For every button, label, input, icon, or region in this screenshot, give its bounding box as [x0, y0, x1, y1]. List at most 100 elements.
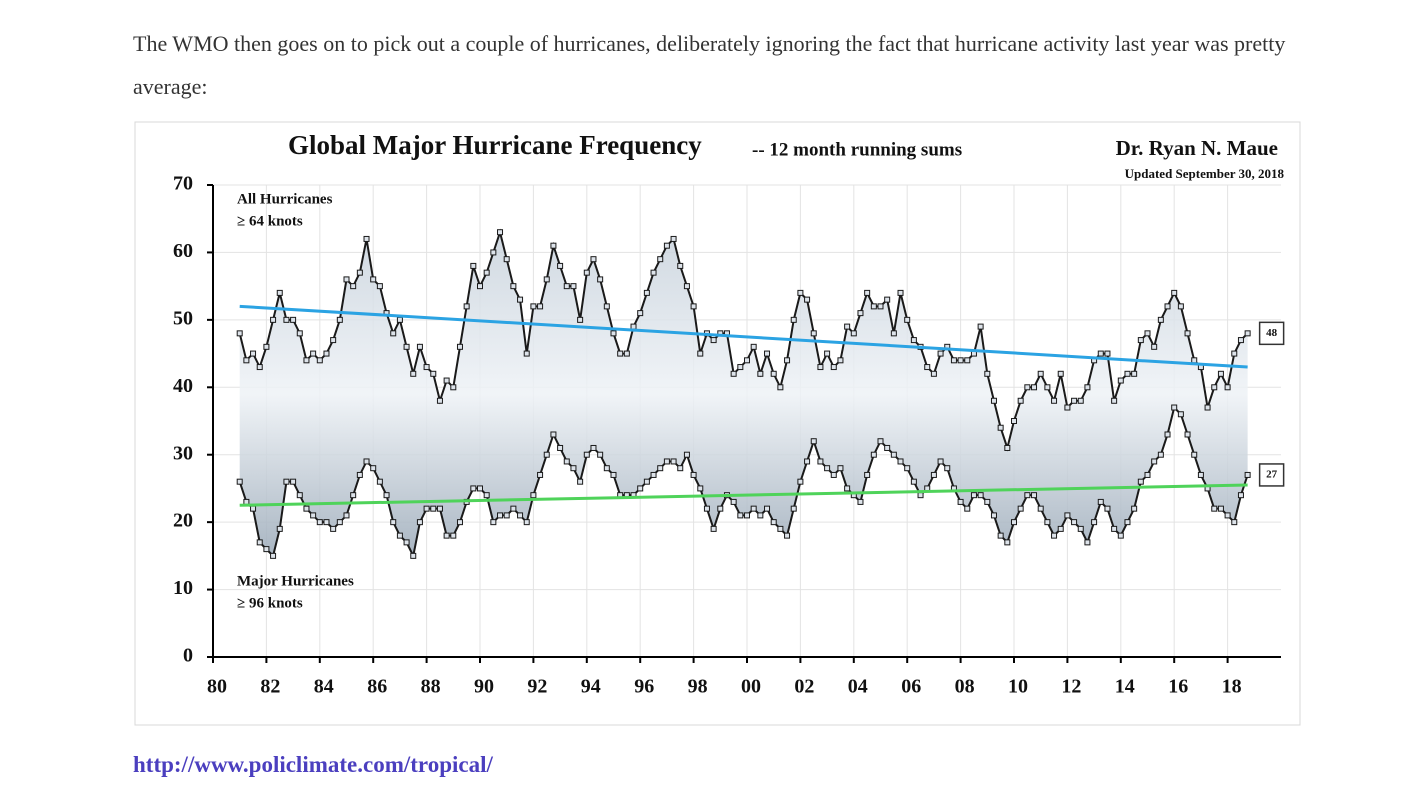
point-marker	[757, 370, 764, 377]
x-tick-label: 86	[367, 676, 387, 698]
point-marker	[810, 438, 817, 445]
point-marker	[316, 519, 323, 526]
point-marker	[250, 350, 257, 357]
point-marker	[310, 512, 317, 519]
point-marker	[930, 471, 937, 478]
source-link[interactable]: http://www.policlimate.com/tropical/	[133, 752, 493, 777]
point-marker	[770, 519, 777, 526]
point-marker	[310, 350, 317, 357]
x-tick-label: 10	[1008, 676, 1028, 698]
point-marker	[416, 519, 423, 526]
point-marker	[1211, 505, 1218, 512]
x-tick-label: 82	[260, 676, 280, 698]
point-marker	[750, 343, 757, 350]
point-marker	[263, 546, 270, 553]
point-marker	[1157, 451, 1164, 458]
point-marker	[370, 465, 377, 472]
point-marker	[650, 269, 657, 276]
point-marker	[356, 269, 363, 276]
point-marker	[283, 316, 290, 323]
point-marker	[483, 269, 490, 276]
point-marker	[977, 492, 984, 499]
x-tick-label: 16	[1168, 676, 1188, 698]
point-marker	[1091, 519, 1098, 526]
point-marker	[450, 532, 457, 539]
point-marker	[830, 364, 837, 371]
point-marker	[590, 444, 597, 451]
y-tick-label: 0	[183, 645, 193, 667]
point-marker	[824, 465, 831, 472]
point-marker	[497, 229, 504, 236]
point-marker	[944, 465, 951, 472]
point-marker	[490, 249, 497, 256]
point-marker	[1171, 289, 1178, 296]
point-marker	[764, 505, 771, 512]
end-label-box	[1258, 463, 1285, 487]
point-marker	[410, 370, 417, 377]
point-marker	[1017, 397, 1024, 404]
point-marker	[817, 364, 824, 371]
point-marker	[510, 283, 517, 290]
point-marker	[350, 283, 357, 290]
point-marker	[1231, 519, 1238, 526]
point-marker	[737, 512, 744, 519]
point-marker	[657, 465, 664, 472]
point-marker	[764, 350, 771, 357]
point-marker	[1137, 337, 1144, 344]
point-marker	[390, 519, 397, 526]
point-marker	[1244, 471, 1251, 478]
point-marker	[1144, 330, 1151, 337]
point-marker	[770, 370, 777, 377]
updated: Updated September 30, 2018	[1125, 166, 1285, 181]
x-tick-label: 98	[688, 676, 708, 698]
point-marker	[477, 283, 483, 290]
point-marker	[990, 512, 997, 519]
point-marker	[256, 364, 263, 371]
chart-subtitle: -- 12 month running sums	[752, 139, 962, 160]
point-marker	[683, 283, 690, 290]
point-marker	[964, 505, 971, 512]
point-marker	[436, 505, 443, 512]
point-marker	[897, 458, 904, 465]
point-marker	[597, 451, 604, 458]
point-marker	[463, 303, 470, 310]
point-marker	[1024, 492, 1031, 499]
point-marker	[557, 444, 564, 451]
point-marker	[830, 471, 837, 478]
point-marker	[1231, 350, 1238, 357]
point-marker	[1137, 478, 1144, 485]
x-tick-label: 84	[314, 676, 334, 698]
point-marker	[1224, 384, 1231, 391]
point-marker	[617, 350, 624, 357]
point-marker	[336, 316, 343, 323]
point-marker	[1104, 505, 1111, 512]
band	[239, 232, 1248, 556]
point-marker	[917, 492, 924, 499]
point-marker	[563, 458, 570, 465]
point-marker	[1111, 397, 1118, 404]
point-marker	[250, 505, 257, 512]
point-marker	[744, 357, 750, 364]
point-marker	[356, 471, 363, 478]
point-marker	[410, 552, 417, 559]
point-marker	[1037, 505, 1044, 512]
point-marker	[276, 289, 283, 296]
point-marker	[403, 539, 410, 546]
end-label-box	[1258, 321, 1285, 346]
point-marker	[550, 242, 557, 249]
point-marker	[403, 343, 410, 350]
point-marker	[316, 357, 323, 364]
point-marker	[1024, 384, 1031, 391]
point-marker	[610, 330, 617, 337]
point-marker	[470, 262, 477, 269]
point-marker	[1011, 519, 1017, 526]
point-marker	[1064, 512, 1071, 519]
point-marker	[1104, 350, 1111, 357]
point-marker	[710, 525, 717, 532]
point-marker	[884, 444, 891, 451]
point-marker	[1124, 370, 1131, 377]
point-marker	[1177, 411, 1184, 418]
point-marker	[396, 316, 403, 323]
point-marker	[543, 276, 550, 283]
